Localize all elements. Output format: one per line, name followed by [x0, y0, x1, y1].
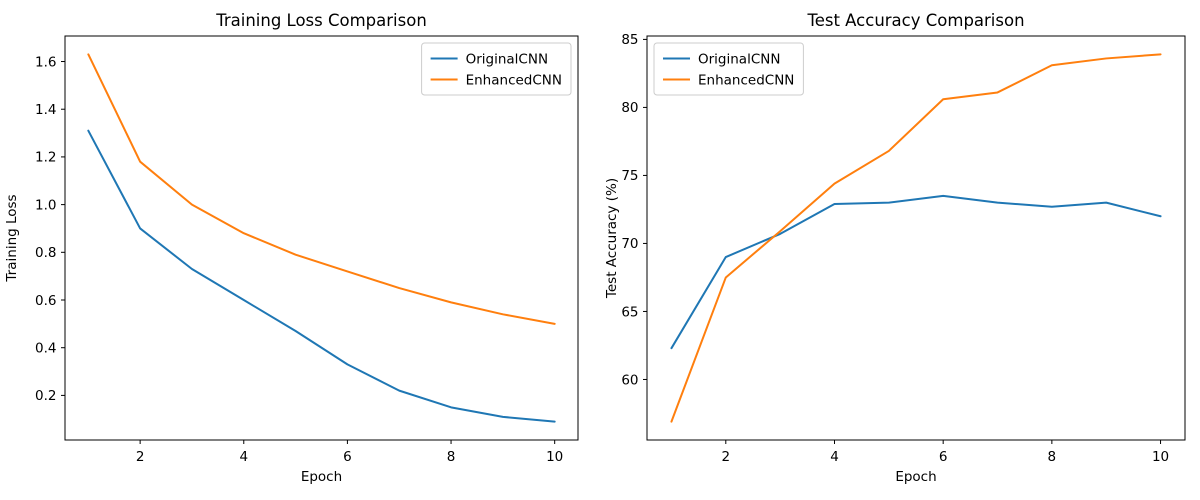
y-axis-ticks: 0.2 0.4 0.6 0.8 1.0 1.2 1.4 1.6	[35, 54, 65, 404]
x-tick-label: 4	[239, 449, 248, 465]
y-tick-label: 60	[621, 372, 638, 388]
x-tick-label: 10	[546, 449, 563, 465]
series-lines	[670, 53, 1162, 423]
x-tick-label: 2	[136, 449, 145, 465]
y-axis-label: Training Loss	[4, 194, 20, 282]
test-accuracy-plot: Test Accuracy Comparison Epoch Test Accura…	[604, 11, 1186, 485]
x-tick-label: 6	[343, 449, 352, 465]
y-tick-label: 0.4	[35, 341, 56, 357]
legend-label-originalcnn: OriginalCNN	[466, 51, 548, 67]
x-tick-label: 8	[1048, 449, 1057, 465]
legend-label-enhancedcnn: EnhancedCNN	[466, 72, 562, 88]
y-axis-ticks: 60 65 70 75 80 85	[621, 32, 647, 388]
plot-frame	[646, 35, 1186, 441]
legend-label-enhancedcnn: EnhancedCNN	[698, 72, 794, 88]
chart-title: Training Loss Comparison	[215, 11, 427, 30]
training-loss-plot: Training Loss Comparison Epoch Training Lo…	[4, 11, 579, 485]
chart-training-loss: Training Loss Comparison Epoch Training Lo…	[4, 11, 579, 485]
x-tick-label: 6	[939, 449, 948, 465]
chart-title: Test Accuracy Comparison	[806, 11, 1024, 30]
series-lines	[87, 53, 556, 423]
series-line-enhancedcnn	[670, 53, 1162, 423]
y-tick-label: 1.0	[35, 197, 56, 213]
legend-box	[653, 42, 804, 96]
x-axis-ticks: 2 4 6 8 10	[136, 440, 563, 465]
y-tick-label: 0.8	[35, 245, 56, 261]
series-line-originalcnn	[87, 129, 556, 423]
y-axis-label: Test Accuracy (%)	[604, 178, 620, 299]
y-tick-label: 80	[621, 100, 638, 116]
y-tick-label: 0.2	[35, 388, 56, 404]
series-line-originalcnn	[670, 194, 1162, 350]
series-line-enhancedcnn	[87, 53, 556, 325]
x-tick-label: 10	[1152, 449, 1169, 465]
legend: OriginalCNN EnhancedCNN	[421, 42, 572, 96]
y-tick-label: 0.6	[35, 293, 56, 309]
y-tick-label: 65	[621, 304, 638, 320]
legend-box	[421, 42, 572, 96]
y-tick-label: 1.2	[35, 150, 56, 166]
y-tick-label: 1.6	[35, 54, 56, 70]
y-tick-label: 1.4	[35, 102, 56, 118]
y-tick-label: 70	[621, 236, 638, 252]
legend: OriginalCNN EnhancedCNN	[653, 42, 804, 96]
x-tick-label: 4	[830, 449, 839, 465]
x-tick-label: 8	[447, 449, 456, 465]
x-axis-label: Epoch	[895, 469, 936, 485]
plot-frame	[64, 35, 579, 441]
legend-label-originalcnn: OriginalCNN	[698, 51, 780, 67]
x-axis-label: Epoch	[301, 469, 342, 485]
y-tick-label: 85	[621, 32, 638, 48]
y-tick-label: 75	[621, 168, 638, 184]
x-axis-ticks: 2 4 6 8 10	[722, 440, 1169, 465]
x-tick-label: 2	[722, 449, 731, 465]
chart-test-accuracy: Test Accuracy Comparison Epoch Test Accura…	[600, 0, 1200, 500]
